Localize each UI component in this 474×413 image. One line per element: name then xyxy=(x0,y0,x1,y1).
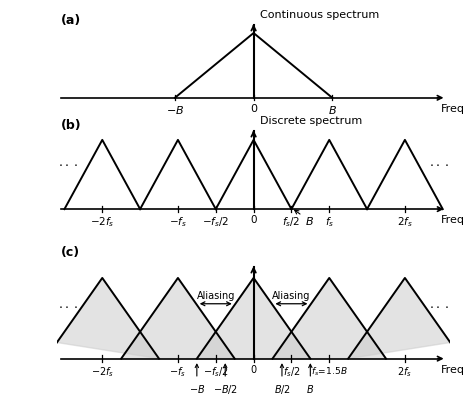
Text: $f_s$: $f_s$ xyxy=(325,215,334,229)
Text: (a): (a) xyxy=(61,14,81,26)
Text: $B$: $B$ xyxy=(328,104,337,116)
Text: $-2f_s$: $-2f_s$ xyxy=(90,215,115,229)
Text: 0: 0 xyxy=(250,104,257,114)
Polygon shape xyxy=(121,278,235,358)
Text: 0: 0 xyxy=(251,365,256,375)
Text: $f_s\!=\!1.5B$: $f_s\!=\!1.5B$ xyxy=(311,365,347,377)
Text: Aliasing: Aliasing xyxy=(197,290,235,301)
Text: $-B/2$: $-B/2$ xyxy=(213,383,238,396)
Text: Freq: Freq xyxy=(441,215,465,225)
Text: $f_s/2$: $f_s/2$ xyxy=(282,215,301,229)
Text: $B$: $B$ xyxy=(306,383,314,395)
Polygon shape xyxy=(348,278,450,358)
Text: $\cdot\cdot\cdot$: $\cdot\cdot\cdot$ xyxy=(429,158,449,171)
Text: $B/2$: $B/2$ xyxy=(273,383,291,396)
Text: Discrete spectrum: Discrete spectrum xyxy=(260,116,362,126)
Text: 0: 0 xyxy=(250,215,257,225)
Text: $-B$: $-B$ xyxy=(166,104,184,116)
Polygon shape xyxy=(273,278,386,358)
Text: $-B$: $-B$ xyxy=(189,383,205,395)
Text: Continuous spectrum: Continuous spectrum xyxy=(260,10,379,20)
Text: Freq: Freq xyxy=(441,104,465,114)
Text: $B$: $B$ xyxy=(295,210,314,227)
Text: Freq: Freq xyxy=(441,365,465,375)
Text: $2f_s$: $2f_s$ xyxy=(397,215,413,229)
Text: $-f_s$: $-f_s$ xyxy=(169,215,187,229)
Text: $\cdot\cdot\cdot$: $\cdot\cdot\cdot$ xyxy=(58,158,78,171)
Text: $f_s/2$: $f_s/2$ xyxy=(283,365,300,379)
Text: $-f_s$: $-f_s$ xyxy=(169,365,186,379)
Text: (c): (c) xyxy=(61,246,80,259)
Text: $2f_s$: $2f_s$ xyxy=(397,365,412,379)
Text: $-2f_s$: $-2f_s$ xyxy=(91,365,114,379)
Text: (b): (b) xyxy=(61,119,81,132)
Text: $\cdot\cdot\cdot$: $\cdot\cdot\cdot$ xyxy=(58,300,78,313)
Text: $-f_s/2$: $-f_s/2$ xyxy=(202,215,229,229)
Text: $\cdot\cdot\cdot$: $\cdot\cdot\cdot$ xyxy=(429,300,449,313)
Text: Aliasing: Aliasing xyxy=(272,290,310,301)
Polygon shape xyxy=(57,278,159,358)
Text: $-f_s/2$: $-f_s/2$ xyxy=(203,365,228,379)
Polygon shape xyxy=(197,278,310,358)
